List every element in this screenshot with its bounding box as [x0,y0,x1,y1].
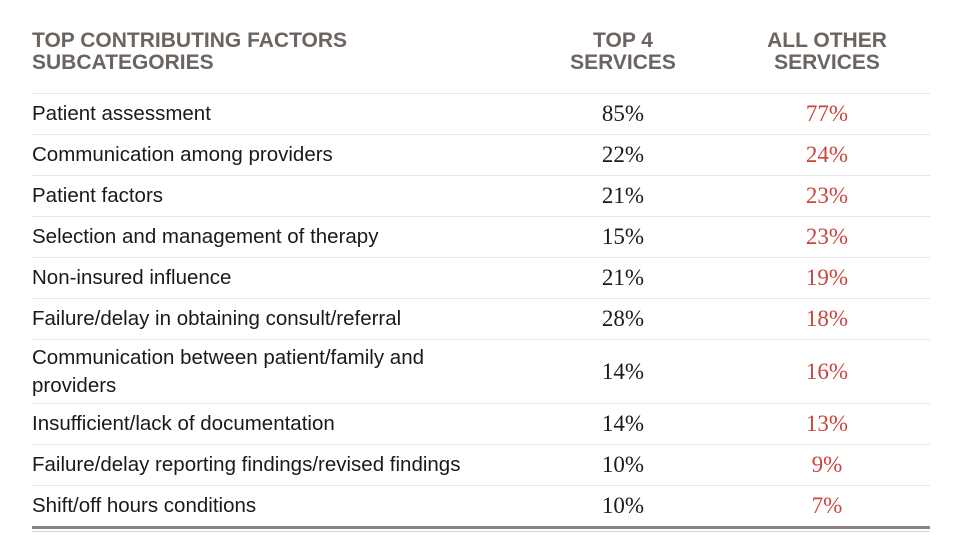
table-header: TOP CONTRIBUTING FACTORS SUBCATEGORIES T… [32,26,930,94]
factor-cell: Communication among providers [32,134,522,176]
table-row: Patient assessment 85% 77% [32,93,930,135]
other-value-cell: 24% [724,134,930,176]
other-value-cell: 23% [724,216,930,258]
other-value-cell: 23% [724,175,930,217]
header-all-other-services: ALL OTHER SERVICES [724,26,930,94]
table-row: Insufficient/lack of documentation 14% 1… [32,403,930,445]
table-row: Non-insured influence 21% 19% [32,257,930,299]
factor-cell: Non-insured influence [32,257,522,299]
table-row: Shift/off hours conditions 10% 7% [32,485,930,529]
header-top4-line1: TOP 4 [593,29,653,52]
header-top4-line2: SERVICES [570,51,676,74]
top4-value-cell: 14% [522,403,724,445]
factor-cell: Patient assessment [32,93,522,135]
other-value-cell: 9% [724,444,930,486]
factor-cell: Shift/off hours conditions [32,485,522,529]
other-value-cell: 13% [724,403,930,445]
factor-cell: Selection and management of therapy [32,216,522,258]
header-factor-line1: TOP CONTRIBUTING FACTORS [32,29,348,52]
top4-value-cell: 15% [522,216,724,258]
contributing-factors-table-wrapper: TOP CONTRIBUTING FACTORS SUBCATEGORIES T… [32,26,930,532]
other-value-cell: 77% [724,93,930,135]
table-row: Failure/delay in obtaining consult/refer… [32,298,930,340]
header-factor-line2: SUBCATEGORIES [32,51,214,74]
top4-value-cell: 85% [522,93,724,135]
contributing-factors-table: TOP CONTRIBUTING FACTORS SUBCATEGORIES T… [32,26,930,529]
table-bottom-rule [32,531,930,532]
table-row: Patient factors 21% 23% [32,175,930,217]
other-value-cell: 19% [724,257,930,299]
table-row: Communication between patient/family and… [32,339,930,404]
header-factor: TOP CONTRIBUTING FACTORS SUBCATEGORIES [32,26,522,94]
header-other-line1: ALL OTHER [767,29,887,52]
factor-cell: Insufficient/lack of documentation [32,403,522,445]
top4-value-cell: 14% [522,339,724,404]
factor-cell: Communication between patient/family and… [32,339,522,404]
factor-cell: Patient factors [32,175,522,217]
table-row: Selection and management of therapy 15% … [32,216,930,258]
other-value-cell: 16% [724,339,930,404]
table-body: Patient assessment 85% 77% Communication… [32,93,930,529]
table-row: Communication among providers 22% 24% [32,134,930,176]
header-row: TOP CONTRIBUTING FACTORS SUBCATEGORIES T… [32,26,930,94]
other-value-cell: 7% [724,485,930,529]
top4-value-cell: 28% [522,298,724,340]
header-top4-services: TOP 4 SERVICES [522,26,724,94]
top4-value-cell: 10% [522,485,724,529]
top4-value-cell: 21% [522,175,724,217]
top4-value-cell: 22% [522,134,724,176]
header-other-line2: SERVICES [774,51,880,74]
table-row: Failure/delay reporting findings/revised… [32,444,930,486]
top4-value-cell: 10% [522,444,724,486]
other-value-cell: 18% [724,298,930,340]
factor-cell: Failure/delay in obtaining consult/refer… [32,298,522,340]
top4-value-cell: 21% [522,257,724,299]
factor-cell: Failure/delay reporting findings/revised… [32,444,522,486]
